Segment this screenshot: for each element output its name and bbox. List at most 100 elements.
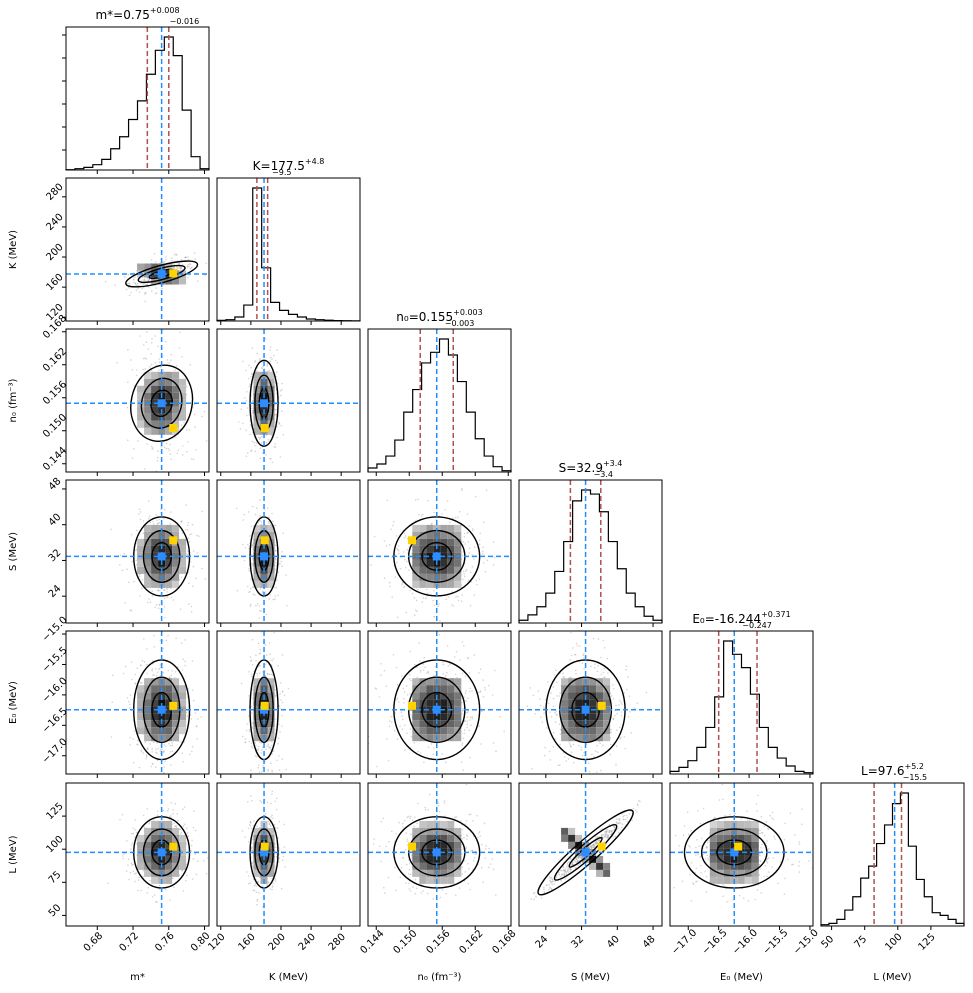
density-cell bbox=[179, 692, 187, 700]
sample-point bbox=[251, 400, 254, 402]
title-sub-E0: −0.247 bbox=[742, 621, 772, 630]
sample-point bbox=[237, 421, 240, 423]
sample-point bbox=[629, 710, 631, 713]
x-tick-label: 0.68 bbox=[82, 930, 106, 954]
density-cell bbox=[172, 566, 180, 574]
density-cell bbox=[603, 734, 611, 742]
density-cell bbox=[603, 713, 611, 721]
sample-point bbox=[135, 549, 137, 552]
sample-point bbox=[275, 359, 277, 362]
sample-point bbox=[248, 547, 250, 550]
sample-point bbox=[248, 414, 250, 416]
sample-point bbox=[441, 753, 444, 755]
sample-point bbox=[260, 610, 263, 612]
sample-point bbox=[245, 429, 247, 432]
density-cell bbox=[151, 685, 159, 693]
sample-point bbox=[124, 602, 126, 604]
sample-point bbox=[174, 369, 176, 371]
sample-point bbox=[281, 725, 283, 727]
title-main: K=177.5 bbox=[253, 159, 305, 173]
sample-point bbox=[140, 750, 143, 753]
sample-point bbox=[190, 458, 193, 460]
sample-point bbox=[244, 738, 247, 740]
title-sup: +3.4 bbox=[603, 459, 622, 468]
sample-point bbox=[254, 361, 256, 363]
sample-point bbox=[185, 385, 188, 388]
sample-point bbox=[406, 537, 409, 540]
sample-point bbox=[181, 669, 184, 671]
density-cell bbox=[426, 545, 434, 553]
sample-point bbox=[261, 771, 263, 773]
sample-point bbox=[570, 751, 573, 753]
sample-point bbox=[266, 884, 268, 886]
sample-point bbox=[281, 714, 283, 717]
sample-point bbox=[277, 594, 279, 597]
sample-point bbox=[125, 288, 128, 291]
density-cell bbox=[412, 678, 420, 686]
sample-point bbox=[401, 715, 404, 717]
sample-point bbox=[594, 750, 597, 752]
sample-point bbox=[434, 665, 437, 668]
contour-level-2 bbox=[137, 264, 186, 284]
sample-point bbox=[165, 258, 167, 261]
sample-point bbox=[174, 671, 177, 673]
sample-point bbox=[264, 337, 267, 340]
density-cell bbox=[137, 727, 145, 735]
sample-point bbox=[471, 565, 474, 568]
sample-point bbox=[178, 262, 181, 264]
sample-point bbox=[602, 744, 604, 746]
y-tick-label: 75 bbox=[47, 869, 64, 886]
sample-point bbox=[278, 755, 280, 757]
sample-point bbox=[268, 520, 270, 523]
density-cell bbox=[165, 385, 173, 393]
sample-point bbox=[266, 745, 268, 747]
sample-point bbox=[163, 446, 166, 449]
sample-point bbox=[265, 654, 268, 656]
sample-point bbox=[628, 695, 631, 698]
density-cell bbox=[151, 413, 159, 421]
sample-point bbox=[254, 594, 256, 596]
density-cell bbox=[454, 720, 462, 728]
sample-point bbox=[161, 287, 163, 290]
sample-point bbox=[590, 665, 592, 667]
title-K: K=177.5+4.8 bbox=[253, 157, 325, 173]
sample-point bbox=[151, 338, 153, 340]
panel-frame bbox=[216, 328, 361, 473]
sample-point bbox=[250, 769, 252, 771]
sample-point bbox=[275, 587, 278, 589]
sample-point bbox=[269, 346, 272, 348]
histogram-m* bbox=[65, 36, 210, 171]
sample-point bbox=[114, 284, 116, 287]
density-cell bbox=[158, 277, 166, 285]
y-tick-label: 0.144 bbox=[41, 445, 69, 473]
density-cell bbox=[568, 685, 576, 693]
sample-point bbox=[275, 409, 278, 411]
density-cell bbox=[596, 720, 604, 728]
sample-point bbox=[396, 561, 398, 564]
sample-point bbox=[250, 578, 252, 581]
sample-point bbox=[399, 725, 401, 728]
sample-point bbox=[180, 831, 183, 834]
sample-point bbox=[155, 292, 158, 294]
sample-point bbox=[587, 762, 590, 764]
sample-point bbox=[416, 676, 419, 679]
sample-point bbox=[259, 799, 262, 802]
sample-point bbox=[145, 358, 148, 360]
sample-point bbox=[141, 587, 143, 590]
sample-point bbox=[130, 844, 133, 847]
sample-point bbox=[201, 567, 203, 570]
sample-point bbox=[179, 608, 182, 610]
density-cell bbox=[440, 699, 448, 707]
sample-point bbox=[175, 253, 177, 256]
sample-point bbox=[135, 284, 137, 286]
sample-point bbox=[244, 741, 247, 744]
sample-point bbox=[262, 765, 265, 767]
sample-point bbox=[246, 452, 249, 454]
sample-point bbox=[390, 528, 392, 530]
sample-point bbox=[178, 347, 181, 349]
sample-point bbox=[471, 716, 473, 718]
sample-point bbox=[432, 599, 434, 602]
sample-point bbox=[612, 718, 614, 721]
sample-point bbox=[495, 750, 497, 752]
